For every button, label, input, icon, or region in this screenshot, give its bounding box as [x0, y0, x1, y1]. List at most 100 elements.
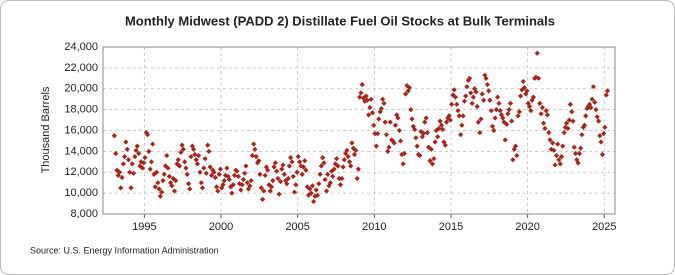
point	[141, 160, 147, 166]
point	[569, 109, 575, 115]
point	[598, 139, 604, 145]
point	[537, 100, 543, 106]
point	[316, 181, 322, 187]
point	[159, 189, 165, 195]
point	[594, 114, 600, 120]
point	[496, 100, 502, 106]
x-tick-label: 2025	[592, 221, 616, 233]
point	[437, 118, 443, 124]
point	[194, 161, 201, 167]
point	[133, 147, 139, 153]
point	[488, 108, 494, 114]
point	[311, 198, 317, 205]
point	[175, 157, 181, 163]
point	[579, 132, 585, 138]
point	[500, 115, 506, 121]
point	[506, 107, 512, 113]
y-tick-label: 20,000	[64, 83, 98, 95]
point	[473, 89, 479, 95]
point	[442, 142, 448, 148]
point	[173, 178, 179, 184]
y-tick-label: 8,000	[70, 208, 98, 220]
y-tick-label: 18,000	[64, 104, 98, 116]
point	[326, 183, 332, 189]
point	[458, 132, 464, 138]
point	[533, 74, 539, 80]
point	[516, 109, 522, 115]
point	[197, 169, 203, 175]
point	[212, 174, 218, 181]
point	[231, 172, 238, 178]
point	[256, 158, 262, 164]
point	[558, 153, 565, 160]
point	[198, 180, 204, 186]
point	[529, 97, 535, 103]
point	[364, 97, 370, 103]
point	[290, 173, 296, 180]
point	[479, 91, 485, 97]
point	[408, 107, 414, 113]
point	[604, 88, 611, 94]
point	[289, 159, 295, 165]
point	[147, 166, 153, 172]
point	[431, 156, 437, 162]
point	[193, 157, 199, 163]
point	[454, 101, 460, 108]
point	[530, 94, 537, 100]
point	[169, 183, 175, 189]
point	[397, 138, 404, 144]
point	[327, 180, 333, 186]
point	[125, 157, 132, 163]
point	[390, 138, 396, 144]
point	[502, 137, 508, 143]
point	[271, 164, 277, 170]
point	[460, 113, 466, 119]
point	[345, 153, 351, 160]
point	[261, 188, 267, 194]
point	[201, 165, 207, 171]
point	[599, 151, 606, 158]
point	[321, 160, 327, 166]
y-tick-label: 16,000	[64, 124, 98, 136]
point	[391, 140, 397, 146]
point	[482, 72, 488, 78]
point	[118, 185, 124, 191]
point	[145, 132, 151, 138]
point	[272, 160, 278, 166]
point	[593, 107, 599, 113]
point	[251, 141, 257, 147]
point	[336, 175, 342, 182]
point	[252, 146, 258, 152]
point	[309, 183, 315, 189]
point	[446, 113, 452, 119]
point	[360, 95, 367, 101]
point	[335, 163, 341, 169]
point	[504, 121, 510, 127]
point	[481, 97, 487, 103]
point	[314, 192, 321, 198]
point	[358, 90, 364, 96]
point	[275, 175, 281, 182]
point	[366, 112, 372, 118]
point	[435, 134, 441, 140]
point	[423, 115, 429, 121]
point	[220, 182, 226, 188]
point	[156, 186, 162, 192]
point	[369, 110, 376, 116]
point	[302, 158, 308, 164]
point	[199, 185, 206, 191]
point	[378, 105, 384, 112]
point	[412, 126, 418, 133]
point	[382, 119, 388, 125]
point	[111, 133, 117, 139]
point	[344, 147, 350, 153]
y-tick-label: 24,000	[64, 41, 98, 53]
point	[520, 78, 526, 85]
point	[190, 146, 197, 152]
point	[192, 151, 198, 158]
point	[288, 155, 294, 161]
point	[372, 131, 378, 137]
